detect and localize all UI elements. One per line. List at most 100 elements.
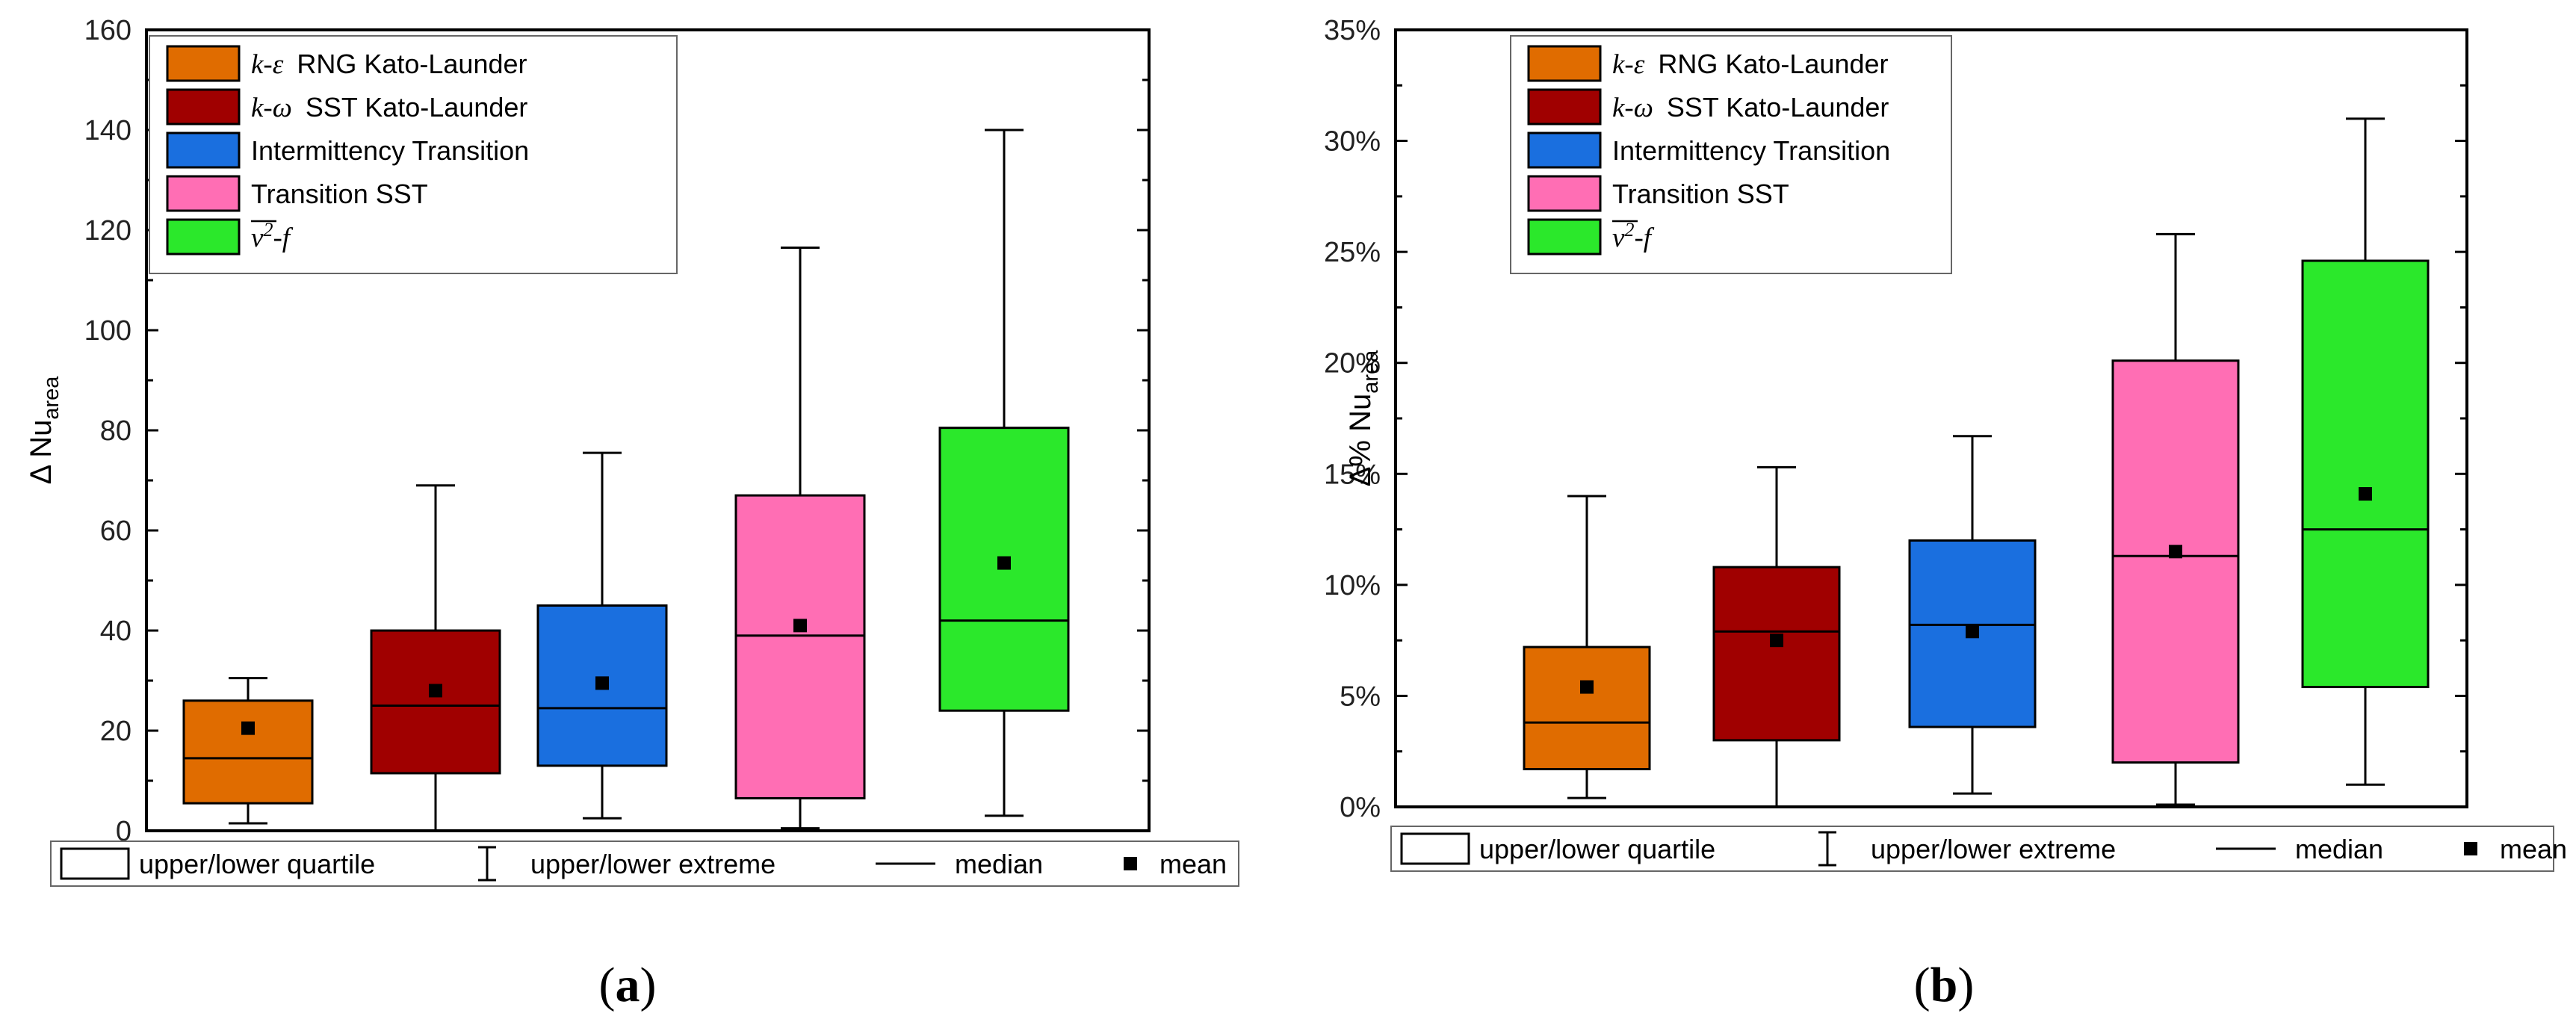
boxplot-key-frame bbox=[1390, 826, 2554, 872]
quartile-box bbox=[1712, 566, 1841, 742]
y-axis-label-subscript: area bbox=[40, 376, 64, 420]
legend-label: k-ε RNG Kato-Launder bbox=[251, 49, 527, 80]
box-3 bbox=[1908, 435, 2037, 795]
key-mean-label: mean bbox=[1159, 849, 1227, 879]
legend-swatch bbox=[166, 45, 241, 82]
legend-label: k-ω SST Kato-Launder bbox=[251, 92, 527, 123]
series-legend: k-ε RNG Kato-Launder k-ω SST Kato-Launder… bbox=[1510, 35, 1952, 274]
y-tick-label: 120 bbox=[84, 215, 131, 247]
panel-label: (a) bbox=[599, 958, 657, 1012]
quartile-box bbox=[734, 494, 866, 799]
legend-item-1: k-ε RNG Kato-Launder bbox=[166, 45, 527, 82]
legend-item-1: k-ε RNG Kato-Launder bbox=[1527, 45, 1889, 82]
legend-label-variant: RNG Kato-Launder bbox=[283, 49, 527, 79]
quartile-box bbox=[1523, 646, 1651, 770]
mean-marker bbox=[241, 721, 255, 735]
y-tick-label: 35% bbox=[1324, 15, 1381, 46]
box-1 bbox=[1523, 495, 1651, 799]
boxplot-key-legend: upper/lower quartile upper/lower extreme m… bbox=[1390, 826, 2567, 872]
legend-label-variant: SST Kato-Launder bbox=[292, 92, 528, 123]
chart-panel-a: 0 20 40 60 80 100 120 140 160 Δ Nuarea k-ε RNG Kat… bbox=[25, 15, 1239, 1012]
y-tick-label: 30% bbox=[1324, 126, 1381, 158]
box-4 bbox=[734, 246, 866, 830]
legend-label-model: k-ε bbox=[1612, 49, 1645, 80]
legend-label: Transition SST bbox=[1612, 179, 1789, 209]
quartile-box bbox=[2301, 259, 2430, 689]
mean-marker bbox=[997, 556, 1011, 570]
key-extreme-label: upper/lower extreme bbox=[530, 849, 775, 879]
mean-marker bbox=[2359, 487, 2372, 501]
legend-swatch bbox=[1527, 88, 1602, 126]
legend-label: Transition SST bbox=[251, 179, 428, 209]
legend-label-variant: SST Kato-Launder bbox=[1653, 92, 1889, 123]
series-legend: k-ε RNG Kato-Launder k-ω SST Kato-Launder… bbox=[149, 35, 678, 274]
y-tick-label: 160 bbox=[84, 15, 131, 46]
legend-label-model: k-ω bbox=[251, 93, 292, 123]
key-extreme-label: upper/lower extreme bbox=[1871, 834, 2116, 864]
panel-label-open: ( bbox=[1914, 958, 1931, 1012]
y-axis-label: Δ% Nuarea bbox=[1344, 350, 1383, 486]
legend-label: Intermittency Transition bbox=[251, 135, 529, 166]
y-tick-label: 100 bbox=[84, 315, 131, 347]
key-median-label: median bbox=[2295, 834, 2383, 864]
y-axis-label: Δ Nuarea bbox=[25, 376, 64, 485]
legend-label: k-ω SST Kato-Launder bbox=[1612, 92, 1889, 123]
y-tick-label: 0% bbox=[1340, 792, 1381, 823]
legend-item-3: Intermittency Transition bbox=[1527, 131, 1890, 169]
mean-marker bbox=[429, 684, 442, 698]
legend-item-2: k-ω SST Kato-Launder bbox=[1527, 88, 1889, 126]
boxplot-key-legend: upper/lower quartile upper/lower extreme m… bbox=[50, 840, 1239, 887]
boxplot-key-frame bbox=[50, 840, 1239, 887]
legend-label: Intermittency Transition bbox=[1612, 135, 1890, 166]
box-3 bbox=[536, 451, 668, 820]
mean-marker bbox=[1966, 625, 1979, 639]
y-axis-label-subscript: area bbox=[1359, 350, 1383, 394]
panel-label-open: ( bbox=[599, 958, 616, 1012]
key-mean-symbol bbox=[2464, 842, 2477, 855]
panel-label-letter: b bbox=[1931, 958, 1958, 1012]
key-quartile-label: upper/lower quartile bbox=[139, 849, 375, 879]
legend-label: k-ε RNG Kato-Launder bbox=[1612, 49, 1889, 80]
legend-swatch bbox=[166, 218, 241, 256]
box-2 bbox=[1712, 465, 1841, 808]
key-quartile-label: upper/lower quartile bbox=[1479, 834, 1715, 864]
legend-item-4: Transition SST bbox=[1527, 175, 1789, 212]
y-tick-label: 140 bbox=[84, 115, 131, 146]
mean-marker bbox=[2169, 545, 2182, 559]
legend-item-4: Transition SST bbox=[166, 175, 428, 212]
y-tick-label: 0 bbox=[116, 816, 131, 847]
quartile-box bbox=[2111, 359, 2240, 764]
legend-item-5: v2-f bbox=[1527, 218, 1655, 256]
mean-marker bbox=[595, 676, 609, 690]
y-tick-label: 25% bbox=[1324, 237, 1381, 268]
key-median-label: median bbox=[955, 849, 1043, 879]
legend-label-variant: RNG Kato-Launder bbox=[1644, 49, 1888, 79]
key-mean-label: mean bbox=[2500, 834, 2567, 864]
legend-item-5: v2-f bbox=[166, 218, 294, 256]
box-1 bbox=[182, 677, 314, 825]
y-tick-label: 80 bbox=[100, 415, 131, 447]
y-tick-label: 15% bbox=[1324, 459, 1381, 490]
legend-swatch bbox=[166, 88, 241, 126]
legend-swatch bbox=[1527, 218, 1602, 256]
box-5 bbox=[2301, 117, 2430, 786]
y-axis-label-main: Δ Nu bbox=[25, 420, 58, 485]
y-tick-label: 40 bbox=[100, 616, 131, 647]
legend-label-model: k-ω bbox=[1612, 93, 1653, 123]
legend-swatch bbox=[1527, 175, 1602, 212]
legend-swatch bbox=[166, 131, 241, 169]
box-5 bbox=[938, 129, 1070, 817]
mean-marker bbox=[793, 619, 807, 633]
mean-marker bbox=[1770, 634, 1783, 648]
y-tick-label: 20 bbox=[100, 716, 131, 747]
y-tick-label: 20% bbox=[1324, 348, 1381, 380]
legend-label-superscript: 2 bbox=[1624, 219, 1634, 241]
key-quartile-swatch bbox=[1400, 832, 1470, 865]
legend-swatch bbox=[1527, 45, 1602, 82]
key-mean-symbol bbox=[1124, 857, 1137, 870]
quartile-box bbox=[370, 629, 501, 775]
y-axis-label-main: Δ% Nu bbox=[1344, 394, 1377, 487]
panel-label: (b) bbox=[1914, 958, 1975, 1012]
legend-label-v: v bbox=[251, 223, 264, 253]
quartile-box bbox=[182, 699, 314, 805]
